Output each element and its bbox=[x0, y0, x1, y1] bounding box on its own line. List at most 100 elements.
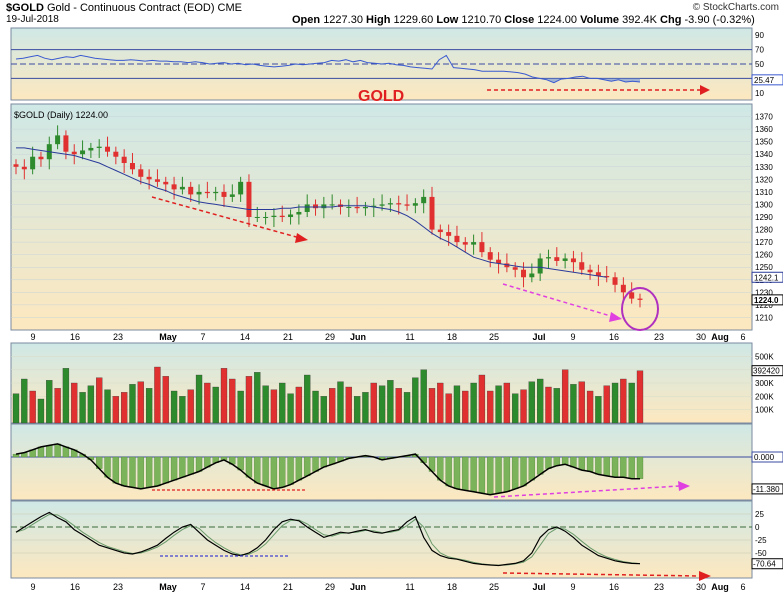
high-value: 1229.60 bbox=[393, 14, 434, 26]
stoch-line bbox=[15, 511, 641, 567]
volume-bar bbox=[478, 374, 486, 424]
stoch-x-label: 16 bbox=[70, 582, 80, 592]
price-candle bbox=[371, 205, 377, 207]
macd-hist-bar bbox=[287, 456, 294, 485]
price-candle bbox=[637, 298, 643, 300]
price-x-label: 16 bbox=[70, 332, 80, 342]
volume-bar bbox=[553, 388, 560, 424]
macd-hist-bar bbox=[611, 456, 619, 478]
price-candle bbox=[529, 273, 535, 278]
price-candle bbox=[421, 196, 427, 204]
price-candle bbox=[496, 259, 502, 264]
price-tick-label: 1280 bbox=[755, 226, 773, 235]
price-candle bbox=[404, 204, 410, 206]
volume-bar bbox=[279, 382, 286, 424]
chart-date: 19-Jul-2018 bbox=[6, 14, 59, 25]
stoch-x-label: 9 bbox=[30, 582, 35, 592]
rsi-last-box bbox=[751, 74, 783, 86]
volume-bar bbox=[145, 388, 153, 424]
volume-bar bbox=[337, 381, 344, 424]
macd-hist-bar bbox=[495, 456, 502, 494]
stoch-tick-label: -25 bbox=[755, 536, 767, 545]
volume-bar bbox=[229, 378, 236, 424]
volume-bar bbox=[487, 390, 494, 424]
price-candle bbox=[188, 186, 194, 195]
volume-bar bbox=[611, 382, 619, 424]
price-tick-label: 1330 bbox=[755, 163, 773, 172]
price-moving-average bbox=[16, 147, 607, 278]
macd-hist-bar bbox=[121, 456, 128, 487]
macd-hist-bar bbox=[445, 456, 452, 487]
price-candle bbox=[521, 269, 527, 278]
volume-bar bbox=[628, 382, 635, 424]
price-candle bbox=[288, 214, 294, 217]
price-candle bbox=[213, 191, 219, 194]
stoch-x-label: 29 bbox=[325, 582, 335, 592]
volume-bar bbox=[403, 392, 411, 424]
price-candle bbox=[479, 242, 485, 253]
macd-hist-bar bbox=[12, 453, 20, 458]
volume-bar bbox=[578, 381, 585, 424]
stoch-x-label: 6 bbox=[740, 582, 745, 592]
price-x-label: Jun bbox=[350, 332, 366, 342]
price-red-arrowhead bbox=[295, 233, 308, 243]
volume-bar bbox=[170, 390, 178, 424]
volume-bar bbox=[129, 384, 136, 424]
stoch-x-label: 23 bbox=[654, 582, 664, 592]
rsi-tick-label: 70 bbox=[755, 46, 764, 55]
volume-bar bbox=[195, 374, 203, 424]
volume-bar bbox=[212, 386, 219, 424]
price-x-label: 23 bbox=[113, 332, 123, 342]
price-candle bbox=[146, 176, 152, 180]
volume-bar bbox=[254, 372, 261, 424]
price-candle bbox=[138, 169, 144, 177]
macd-hist-bar bbox=[545, 456, 552, 469]
volume-bar bbox=[537, 378, 544, 424]
volume-bar bbox=[387, 380, 394, 424]
macd-hist-bar bbox=[179, 456, 186, 478]
macd-hist-bar bbox=[537, 456, 544, 475]
volume-bar bbox=[395, 388, 402, 424]
price-candle bbox=[246, 181, 252, 217]
stoch-x-label: 21 bbox=[283, 582, 293, 592]
volume-tick-label: 500K bbox=[755, 352, 774, 361]
stoch-last-label: -70.64 bbox=[753, 560, 776, 569]
volume-bar bbox=[245, 376, 253, 424]
price-candle bbox=[537, 258, 543, 274]
high-label: High bbox=[366, 14, 391, 26]
macd-hist-bar bbox=[487, 456, 494, 495]
price-x-label: 16 bbox=[609, 332, 619, 342]
stoch-tick-label: 25 bbox=[755, 510, 764, 519]
macd-hist-bar bbox=[503, 456, 511, 492]
rsi-tick-label: 10 bbox=[755, 89, 764, 98]
volume-bar bbox=[204, 382, 211, 424]
macd-hist-bar bbox=[478, 456, 486, 494]
price-candle bbox=[63, 135, 69, 152]
price-candle bbox=[163, 181, 169, 185]
price-tick-label: 1320 bbox=[755, 175, 773, 184]
panel-stoch bbox=[10, 500, 753, 579]
macd-zero-box bbox=[751, 451, 783, 463]
volume-bar bbox=[545, 386, 552, 424]
price-candle bbox=[321, 204, 327, 209]
macd-hist-bar bbox=[145, 456, 153, 488]
price-tick-label: 1290 bbox=[755, 213, 773, 222]
price-candle bbox=[570, 258, 576, 263]
price-candle bbox=[271, 215, 277, 217]
macd-hist-bar bbox=[595, 456, 602, 475]
price-candle bbox=[579, 262, 585, 270]
macd-hist-bar bbox=[187, 456, 194, 475]
volume-bar bbox=[270, 389, 278, 424]
stoch-x-label: 30 bbox=[696, 582, 706, 592]
macd-pink-arrowhead bbox=[678, 481, 690, 491]
volume-bar bbox=[420, 369, 427, 424]
macd-hist-bar bbox=[578, 456, 585, 471]
price-last-box bbox=[751, 294, 783, 306]
chg-value: -3.90 (-0.32%) bbox=[684, 14, 755, 26]
price-x-label: 11 bbox=[405, 332, 414, 342]
price-x-label: 18 bbox=[447, 332, 457, 342]
volume-bar bbox=[561, 369, 569, 424]
volume-bar bbox=[378, 385, 386, 424]
price-candle bbox=[362, 206, 368, 209]
price-ma-box bbox=[751, 271, 783, 283]
